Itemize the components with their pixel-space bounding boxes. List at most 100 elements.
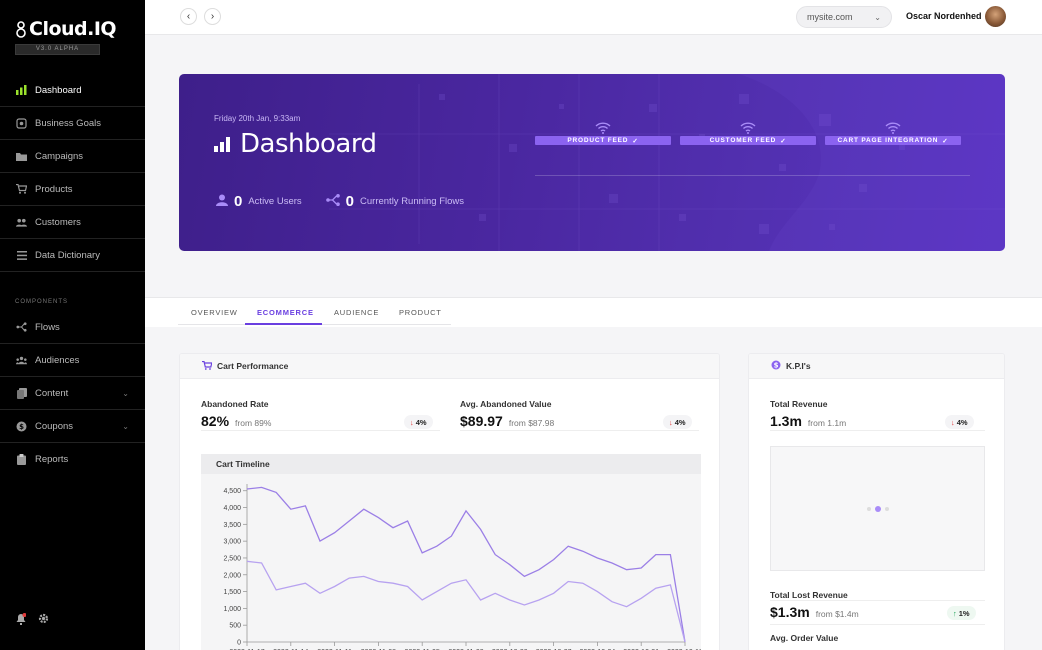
audience-icon (16, 355, 27, 366)
metric-from: from 89% (235, 418, 272, 428)
abandoned-rate-value: 82% from 89% (201, 413, 271, 429)
sidebar-item-products[interactable]: Products (0, 173, 145, 206)
flow-icon (16, 322, 27, 333)
avg-order-value-label: Avg. Order Value (770, 633, 839, 643)
back-button[interactable]: ‹ (180, 8, 197, 25)
sidebar-item-content[interactable]: Content ⌄ (0, 377, 145, 410)
sidebar-item-audiences[interactable]: Audiences (0, 344, 145, 377)
cart-icon (202, 360, 213, 372)
cart-performance-card: Cart Performance Abandoned Rate 82% from… (179, 353, 720, 650)
version-badge: V3.0 ALPHA (15, 44, 100, 55)
sidebar-item-reports[interactable]: Reports (0, 443, 145, 476)
avg-abandoned-value-label: Avg. Abandoned Value (460, 399, 552, 409)
site-select-value: mysite.com (807, 12, 853, 22)
sidebar-footer (16, 613, 49, 628)
arrow-down-icon: ↓ (951, 417, 955, 427)
sidebar: Cloud.IQ V3.0 ALPHA Dashboard Business G… (0, 0, 145, 650)
sidebar-item-customers[interactable]: Customers (0, 206, 145, 239)
avatar[interactable] (985, 6, 1006, 27)
user-name[interactable]: Oscar Nordenhed (906, 11, 982, 21)
loading-dot (866, 506, 871, 511)
total-lost-revenue-value: $1.3m from $1.4m (770, 604, 859, 620)
metric-value: $1.3m (770, 604, 810, 620)
y-tick-label: 1,500 (223, 589, 241, 596)
chevron-down-icon: ⌄ (874, 12, 881, 22)
active-users-count: 0 (234, 193, 243, 210)
y-tick-label: 0 (237, 640, 241, 647)
bar-chart-icon (16, 85, 27, 96)
hero-divider (535, 175, 970, 176)
sidebar-item-label: Business Goals (35, 117, 102, 129)
app-logo[interactable]: Cloud.IQ (16, 18, 117, 40)
feed-status-cart-page[interactable]: CART PAGE INTEGRATION ✓ (825, 122, 961, 145)
running-flows-count: 0 (345, 193, 355, 210)
sidebar-item-dashboard[interactable]: Dashboard (0, 74, 145, 107)
feed-status-product[interactable]: PRODUCT FEED ✓ (535, 122, 671, 145)
total-lost-revenue-change: ↑ 1% (947, 606, 976, 620)
tab-ecommerce[interactable]: ECOMMERCE (257, 308, 314, 317)
sidebar-item-label: Products (35, 183, 73, 195)
abandoned-rate-change: ↓ 4% (404, 415, 433, 429)
tab-audience[interactable]: AUDIENCE (334, 308, 380, 317)
cart-icon (16, 184, 27, 195)
cart-timeline-chart: Cart Timeline 0 500 1,000 1,500 2,000 2,500 3,… (201, 454, 703, 650)
metric-divider (770, 600, 985, 601)
sidebar-item-business-goals[interactable]: Business Goals (0, 107, 145, 140)
site-select[interactable]: mysite.com ⌄ (796, 6, 892, 28)
loading-dot (884, 506, 889, 511)
check-icon: ✓ (780, 137, 787, 145)
svg-text:$: $ (774, 362, 779, 370)
forward-button[interactable]: › (204, 8, 221, 25)
feed-status-label: CUSTOMER FEED ✓ (680, 136, 816, 145)
users-icon (16, 217, 27, 228)
clipboard-icon (16, 454, 27, 465)
list-icon (16, 250, 27, 261)
gear-icon[interactable] (38, 613, 49, 628)
chart-title: Cart Timeline (201, 454, 701, 474)
page-title-text: Dashboard (240, 129, 377, 159)
wifi-icon (740, 122, 756, 136)
sidebar-item-flows[interactable]: Flows (0, 311, 145, 344)
bar-chart-icon (214, 136, 230, 152)
main-content: Cart Performance Abandoned Rate 82% from… (145, 327, 1042, 650)
change-value: 4% (415, 417, 427, 427)
avg-abandoned-value-change: ↓ 4% (663, 415, 692, 429)
y-tick-label: 4,500 (223, 488, 241, 495)
page-title: Dashboard (214, 129, 377, 159)
user-icon (216, 194, 228, 209)
metric-divider (770, 430, 985, 431)
check-icon: ✓ (632, 137, 639, 145)
sidebar-item-label: Flows (35, 321, 60, 333)
sidebar-item-coupons[interactable]: $ Coupons ⌄ (0, 410, 145, 443)
sidebar-item-label: Audiences (35, 354, 80, 366)
app-logo-text: Cloud.IQ (29, 18, 117, 40)
feed-label-text: CART PAGE INTEGRATION (837, 137, 939, 144)
tab-product[interactable]: PRODUCT (399, 308, 442, 317)
y-tick-label: 3,000 (223, 539, 241, 546)
tab-overview[interactable]: OVERVIEW (191, 308, 238, 317)
avg-abandoned-value-value: $89.97 from $87.98 (460, 413, 554, 429)
hero-stats: 0 Active Users 0 Currently Running Flows (216, 193, 464, 210)
sidebar-item-campaigns[interactable]: Campaigns (0, 140, 145, 173)
content-icon (16, 387, 27, 399)
wifi-icon (885, 122, 901, 136)
dashboard-hero: Friday 20th Jan, 9:33am Dashboard PRODUC… (179, 74, 1005, 251)
y-tick-label: 2,500 (223, 555, 241, 562)
wifi-icon (595, 122, 611, 136)
chevron-down-icon[interactable]: ⌄ (122, 421, 129, 431)
feed-status-label: CART PAGE INTEGRATION ✓ (825, 136, 961, 145)
feed-status-customer[interactable]: CUSTOMER FEED ✓ (680, 122, 816, 145)
feed-label-text: PRODUCT FEED (567, 137, 629, 144)
sidebar-item-data-dictionary[interactable]: Data Dictionary (0, 239, 145, 272)
metric-divider (460, 430, 699, 431)
svg-text:$: $ (19, 423, 24, 431)
arrow-down-icon: ↓ (669, 417, 673, 427)
chevron-down-icon[interactable]: ⌄ (122, 388, 129, 398)
notification-bell-icon[interactable] (16, 613, 27, 628)
flow-icon (325, 194, 340, 209)
chevron-left-icon: ‹ (186, 11, 191, 22)
card-header: $ K.P.I's (749, 354, 1004, 379)
topbar: ‹ › mysite.com ⌄ Oscar Nordenhed (145, 0, 1042, 35)
feed-status-label: PRODUCT FEED ✓ (535, 136, 671, 145)
y-tick-label: 1,000 (223, 606, 241, 613)
